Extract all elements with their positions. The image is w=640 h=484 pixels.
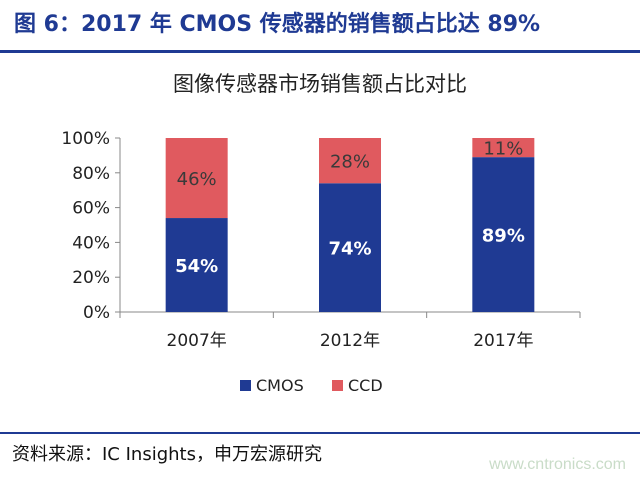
data-label-cmos: 54% [175, 256, 218, 277]
y-tick-label: 100% [61, 129, 110, 149]
bar-cmos [319, 183, 381, 312]
figure-title: 图 6：2017 年 CMOS 传感器的销售额占比达 89% [14, 12, 541, 37]
y-tick-label: 60% [72, 199, 110, 219]
watermark: www.cntronics.com [489, 456, 626, 473]
y-tick-label: 80% [72, 164, 110, 184]
data-label-ccd: 28% [330, 152, 370, 173]
source-note: 资料来源：IC Insights，申万宏源研究 [12, 444, 322, 465]
x-tick-label: 2007年 [167, 331, 227, 351]
legend-label-cmos: CMOS [256, 376, 304, 395]
bar-ccd [319, 138, 381, 184]
footer-rule [0, 432, 640, 434]
y-tick-label: 40% [72, 233, 110, 253]
y-tick-label: 0% [83, 303, 110, 323]
title-rule [0, 50, 640, 53]
legend-swatch-cmos [240, 380, 251, 391]
legend-swatch-ccd [332, 380, 343, 391]
bar-cmos [165, 218, 228, 312]
x-tick-label: 2012年 [320, 331, 380, 351]
bar-cmos [472, 157, 535, 312]
data-label-ccd: 11% [483, 139, 523, 160]
data-label-cmos: 89% [482, 226, 525, 247]
legend-label-ccd: CCD [348, 376, 383, 395]
y-tick-label: 20% [72, 268, 110, 288]
x-tick-label: 2017年 [473, 331, 533, 351]
chart-title: 图像传感器市场销售额占比对比 [173, 72, 467, 96]
bar-ccd [472, 138, 535, 158]
data-label-cmos: 74% [328, 239, 371, 260]
bar-ccd [165, 138, 228, 219]
data-label-ccd: 46% [177, 169, 217, 190]
